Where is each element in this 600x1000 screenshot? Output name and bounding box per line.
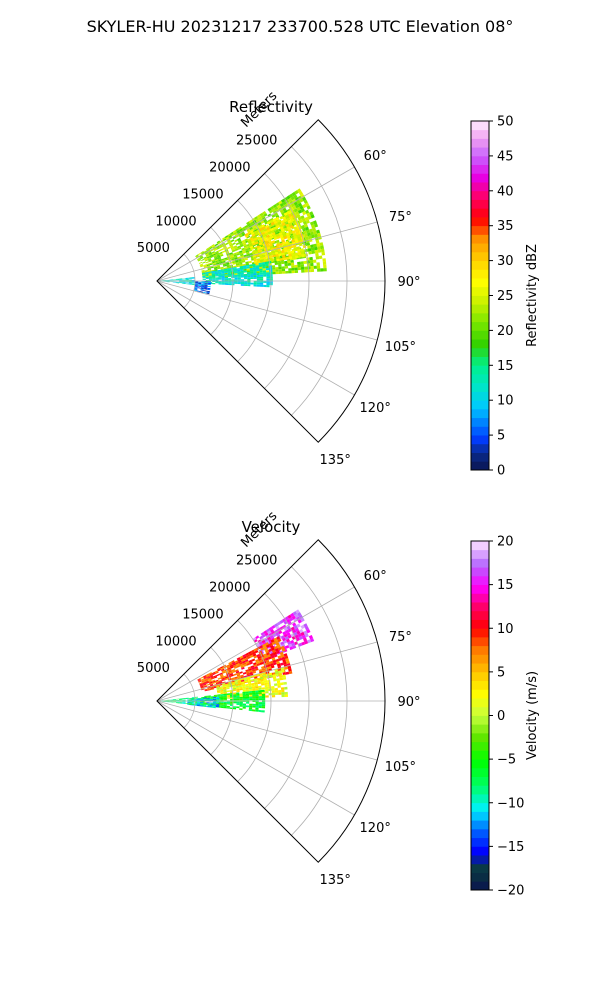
reflectivity-radial-3 — [156, 280, 378, 341]
velocity-colorbar: −20 −15 −10 −5 0 5 10 15 20 Velocity (m/s) — [470, 535, 540, 899]
velocity-colorbar-tick-label: 0 — [497, 709, 505, 724]
velocity-echo-field — [160, 609, 315, 713]
reflectivity-sector-frame — [156, 119, 386, 443]
velocity-colorbar-tick-label: −10 — [497, 796, 524, 811]
velocity-radial-3 — [156, 700, 378, 761]
reflectivity-range-tick-label: 5000 — [137, 241, 170, 256]
velocity-colorbar-tick-label: 5 — [497, 665, 505, 680]
reflectivity-panel: Reflectivity500010000150002000025000Mete… — [137, 89, 540, 479]
reflectivity-colorbar-tick-label: 40 — [497, 184, 514, 199]
reflectivity-range-tick-label: 25000 — [236, 134, 277, 149]
reflectivity-colorbar: 0 5 10 15 20 25 30 35 40 45 50 Reflectivity dBZ — [470, 115, 540, 479]
velocity-colorbar-tick-label: 15 — [497, 578, 514, 593]
velocity-range-tick-label: 15000 — [182, 607, 223, 622]
reflectivity-title: Reflectivity — [229, 98, 313, 116]
velocity-colorbar-label: Velocity (m/s) — [525, 671, 540, 760]
reflectivity-angle-tick-label: 120° — [360, 401, 391, 416]
velocity-angle-tick-label: 60° — [364, 569, 387, 584]
reflectivity-colorbar-tick-label: 45 — [497, 149, 514, 164]
velocity-angle-tick-label: 135° — [320, 873, 351, 888]
reflectivity-echo-field — [160, 188, 327, 295]
reflectivity-colorbar-tick-label: 20 — [497, 324, 514, 339]
velocity-range-tick-label: 5000 — [137, 661, 170, 676]
velocity-panel: Velocity500010000150002000025000Meters60… — [137, 509, 540, 899]
reflectivity-radial-0 — [156, 166, 355, 282]
reflectivity-colorbar-tick-label: 35 — [497, 219, 514, 234]
reflectivity-colorbar-tick-label: 10 — [497, 394, 514, 409]
reflectivity-range-tick-label: 20000 — [209, 161, 250, 176]
reflectivity-angle-tick-label: 135° — [320, 453, 351, 468]
reflectivity-colorbar-tick-label: 50 — [497, 115, 514, 130]
reflectivity-colorbar-tick-label: 30 — [497, 254, 514, 269]
velocity-colorbar-tick-label: 10 — [497, 622, 514, 637]
reflectivity-colorbar-label: Reflectivity dBZ — [525, 244, 540, 347]
velocity-title: Velocity — [242, 518, 301, 536]
velocity-echo-region-5 — [160, 697, 196, 706]
velocity-range-tick-label: 25000 — [236, 554, 277, 569]
velocity-angle-tick-label: 75° — [389, 630, 412, 645]
reflectivity-colorbar-tick-label: 5 — [497, 429, 505, 444]
reflectivity-echo-region-4 — [193, 281, 211, 295]
velocity-angle-tick-label: 90° — [397, 695, 420, 710]
reflectivity-range-tick-label: 15000 — [182, 187, 223, 202]
reflectivity-colorbar-tick-label: 25 — [497, 289, 514, 304]
velocity-radial-0 — [156, 586, 355, 702]
reflectivity-angle-tick-label: 105° — [385, 340, 416, 355]
reflectivity-colorbar-tick-label: 15 — [497, 359, 514, 374]
reflectivity-radial-1 — [156, 221, 378, 282]
velocity-range-tick-label: 20000 — [209, 581, 250, 596]
velocity-radial-4 — [156, 700, 355, 816]
reflectivity-angle-tick-label: 90° — [397, 275, 420, 290]
velocity-colorbar-tick-label: 20 — [497, 535, 514, 550]
velocity-colorbar-tick-label: −15 — [497, 840, 524, 855]
velocity-colorbar-tick-label: −20 — [497, 884, 524, 899]
reflectivity-echo-region-2 — [201, 260, 273, 288]
velocity-angle-tick-label: 120° — [360, 821, 391, 836]
reflectivity-colorbar-tick-label: 0 — [497, 464, 505, 479]
reflectivity-range-tick-label: 10000 — [155, 214, 196, 229]
velocity-radial-1 — [156, 641, 378, 702]
reflectivity-angle-tick-label: 60° — [364, 149, 387, 164]
figure-suptitle: SKYLER-HU 20231217 233700.528 UTC Elevat… — [87, 17, 514, 36]
velocity-angle-tick-label: 105° — [385, 760, 416, 775]
velocity-colorbar-tick-label: −5 — [497, 753, 516, 768]
velocity-sector-frame — [156, 539, 386, 863]
reflectivity-radial-4 — [156, 280, 355, 396]
reflectivity-angle-tick-label: 75° — [389, 210, 412, 225]
velocity-range-tick-label: 10000 — [155, 634, 196, 649]
